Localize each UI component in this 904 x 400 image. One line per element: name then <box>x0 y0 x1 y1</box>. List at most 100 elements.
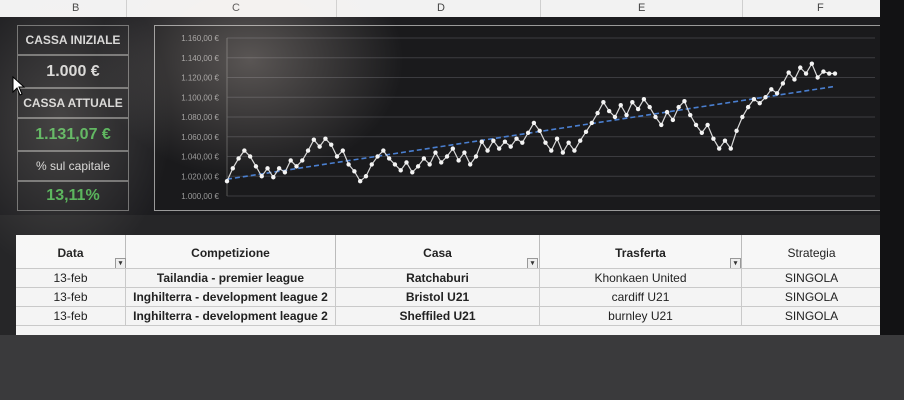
cell-competizione[interactable]: Inghilterra - development league 2 <box>126 307 336 326</box>
data-point <box>740 114 745 120</box>
data-point <box>265 166 270 171</box>
header-competizione[interactable]: Competizione <box>126 235 336 268</box>
cassa-iniziale-value-box[interactable]: 1.000 € <box>17 55 129 88</box>
data-point <box>224 178 230 184</box>
header-casa-label: Casa <box>423 246 452 260</box>
data-point <box>699 130 705 135</box>
data-point <box>404 160 409 165</box>
cell-strategia[interactable]: SINGOLA <box>742 269 882 288</box>
column-separator[interactable] <box>336 0 337 17</box>
data-point <box>323 136 328 141</box>
data-point <box>369 162 374 167</box>
cell-strategia[interactable]: SINGOLA <box>742 288 882 307</box>
data-point <box>537 128 542 134</box>
data-point <box>236 156 241 161</box>
data-point <box>595 110 600 116</box>
data-point <box>647 104 652 110</box>
data-point <box>543 140 548 145</box>
data-point <box>427 162 432 167</box>
cell-casa[interactable]: Sheffiled U21 <box>336 307 540 326</box>
y-tick-label: 1.060,00 € <box>181 133 219 142</box>
cassa-iniziale-label-box[interactable]: CASSA INIZIALE <box>17 25 129 55</box>
data-point <box>583 129 589 135</box>
table-row-partial[interactable] <box>16 325 882 335</box>
bankroll-chart[interactable]: 1.160,00 € 1.140,00 € 1.120,00 € 1.100,00 €… <box>154 25 882 211</box>
cassa-attuale-label: CASSA ATTUALE <box>23 96 123 110</box>
data-point <box>439 160 444 165</box>
data-point <box>242 148 247 153</box>
header-strategia-label: Strategia <box>787 246 836 260</box>
data-point <box>496 146 502 151</box>
trendline <box>226 85 836 181</box>
cell-trasferta[interactable]: cardiff U21 <box>540 288 742 307</box>
table-row[interactable]: 13-feb Inghilterra - development league … <box>16 287 882 307</box>
capitale-value-box[interactable]: 13,11% <box>17 181 129 211</box>
capitale-label-box[interactable]: % sul capitale <box>17 151 129 181</box>
column-letter-f[interactable]: F <box>817 2 824 14</box>
data-point <box>491 138 496 143</box>
column-separator[interactable] <box>126 0 127 17</box>
data-point <box>624 112 629 118</box>
column-letter-d[interactable]: D <box>437 2 445 14</box>
data-point <box>294 164 299 169</box>
data-point <box>334 154 340 159</box>
data-point <box>641 97 647 102</box>
header-strategia[interactable]: Strategia <box>742 235 882 268</box>
capitale-value: 13,11% <box>46 187 100 204</box>
header-trasferta[interactable]: Trasferta ▾ <box>540 235 742 269</box>
table-row[interactable]: 13-feb Inghilterra - development league … <box>16 306 882 326</box>
cell-competizione[interactable]: Inghilterra - development league 2 <box>126 288 336 307</box>
column-letter-b[interactable]: B <box>72 2 80 14</box>
cassa-attuale-value-box[interactable]: 1.131,07 € <box>17 118 129 151</box>
table-row[interactable]: 13-feb Tailandia - premier league Ratcha… <box>16 268 882 288</box>
cassa-attuale-label-box[interactable]: CASSA ATTUALE <box>17 88 129 118</box>
cell-data[interactable]: 13-feb <box>16 269 126 288</box>
cell-trasferta[interactable]: burnley U21 <box>540 307 742 326</box>
data-point <box>271 175 276 180</box>
cell-trasferta[interactable]: Khonkaen United <box>540 269 742 288</box>
column-letter-c[interactable]: C <box>232 2 240 14</box>
data-point <box>352 169 357 174</box>
data-point <box>618 102 623 108</box>
data-point <box>514 136 519 141</box>
column-header-bar: B C D E F <box>0 0 880 18</box>
header-casa[interactable]: Casa ▾ <box>336 235 540 269</box>
data-point <box>554 136 560 141</box>
data-point <box>560 150 566 155</box>
mouse-pointer-icon <box>12 76 26 96</box>
data-point <box>444 154 450 159</box>
data-point <box>357 178 363 184</box>
data-point <box>450 146 456 151</box>
cell-data[interactable]: 13-feb <box>16 307 126 326</box>
data-point <box>757 100 762 106</box>
data-point <box>363 174 369 179</box>
data-point <box>473 154 479 159</box>
cell-strategia[interactable]: SINGOLA <box>742 307 882 326</box>
data-point <box>780 81 786 86</box>
y-tick-label: 1.040,00 € <box>181 153 219 162</box>
column-separator[interactable] <box>742 0 743 17</box>
cell-competizione[interactable]: Tailandia - premier league <box>126 269 336 288</box>
data-point <box>410 170 415 175</box>
data-point <box>479 139 484 144</box>
data-point <box>386 156 392 161</box>
data-point <box>821 69 826 74</box>
data-point <box>520 140 525 145</box>
data-point <box>247 154 253 159</box>
data-point <box>612 114 618 120</box>
screen-edge <box>880 0 904 335</box>
data-point <box>716 146 722 151</box>
cell-casa[interactable]: Bristol U21 <box>336 288 540 307</box>
column-letter-e[interactable]: E <box>638 2 646 14</box>
column-separator[interactable] <box>540 0 541 17</box>
data-point <box>722 138 728 143</box>
cell-casa[interactable]: Ratchaburi <box>336 269 540 288</box>
data-point <box>462 150 467 155</box>
header-data[interactable]: Data ▾ <box>16 235 126 269</box>
data-point <box>572 148 577 153</box>
data-point <box>745 104 751 110</box>
data-point <box>311 137 317 142</box>
cell-data[interactable]: 13-feb <box>16 288 126 307</box>
y-tick-label: 1.080,00 € <box>181 113 219 122</box>
header-trasferta-label: Trasferta <box>615 246 666 260</box>
